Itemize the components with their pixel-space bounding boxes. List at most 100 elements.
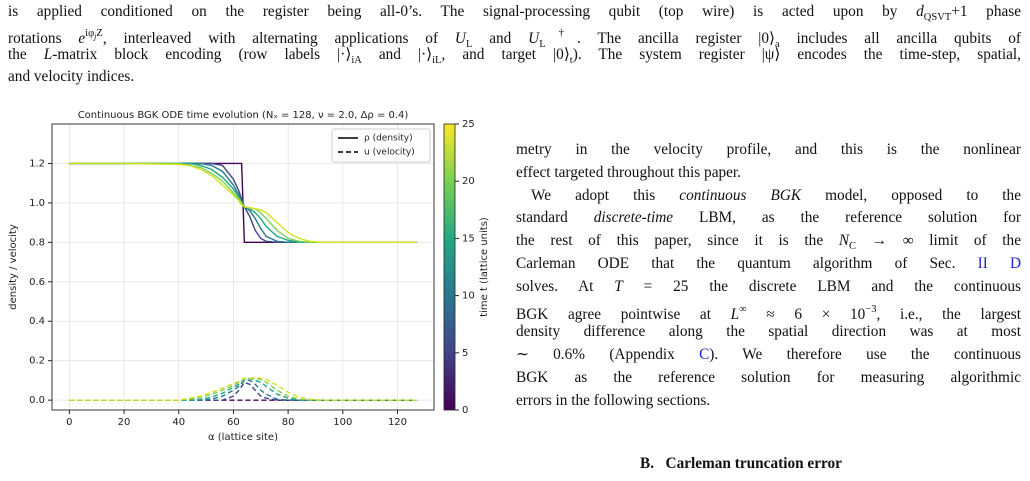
math-text: U	[454, 29, 466, 47]
chart: Continuous BGK ODE time evolution (Nₓ = …	[8, 110, 490, 443]
colorbar-tick-label: 25	[462, 119, 475, 130]
x-tick-label: 120	[388, 417, 407, 428]
math-text: iφ	[85, 27, 95, 39]
colorbar-label: time t (lattice units)	[479, 217, 490, 317]
x-tick-label: 60	[227, 417, 240, 428]
y-tick-label: 0.8	[29, 237, 45, 248]
reference-link[interactable]: II D	[977, 255, 1022, 272]
text: We adopt this	[531, 186, 680, 204]
math-text: iA	[351, 55, 362, 66]
math-text: QSVT	[923, 12, 952, 23]
math-text: Z	[96, 27, 103, 39]
text: → ∞ limit of the	[856, 232, 1021, 250]
y-tick-label: 0.2	[29, 356, 45, 367]
math-text: U	[528, 29, 540, 47]
text: Carleman ODE that the quantum algorithm …	[516, 255, 978, 272]
text: includes all ancilla qubits of	[779, 29, 1022, 47]
x-tick-label: 40	[172, 417, 185, 428]
section-heading: B. Carleman truncation error	[640, 455, 842, 473]
text: the rest of this paper, since it is the	[516, 232, 839, 250]
colorbar	[443, 123, 456, 411]
y-tick-label: 0.0	[29, 395, 45, 406]
math-text: d	[916, 3, 924, 20]
math-text: t	[569, 55, 573, 66]
text: errors in the following sections.	[516, 391, 711, 409]
text: and |·⟩	[361, 46, 433, 63]
y-tick-label: 1.0	[29, 198, 45, 209]
math-text: L	[539, 38, 546, 50]
text: the	[8, 46, 44, 63]
text-line: errors in the following sections.	[516, 391, 710, 411]
colorbar-tick-label: 10	[462, 291, 475, 302]
text-line: density difference along the spatial dir…	[516, 322, 1021, 342]
text: , i.e., the largest	[876, 305, 1022, 323]
x-tick-label: 0	[66, 417, 72, 428]
text: ). We therefore use the continuous	[709, 346, 1021, 364]
text: , interleaved with alternating applicati…	[102, 29, 455, 47]
math-text: e	[78, 29, 86, 47]
text: ≈ 6 × 10	[746, 305, 866, 323]
math-text: discrete-time	[593, 209, 674, 227]
text-line: BGK as the reference solution for measur…	[516, 368, 1021, 388]
text-line: effect targeted throughout this paper.	[516, 163, 741, 183]
text: effect targeted throughout this paper.	[516, 163, 741, 181]
text: -matrix block encoding (row labels |·⟩	[52, 46, 352, 63]
x-axis-label: α (lattice site)	[208, 432, 278, 443]
text-line: and velocity indices.	[8, 67, 134, 87]
text-line: the L-matrix block encoding (row labels …	[8, 45, 1021, 71]
text: solves. At	[516, 277, 615, 295]
x-tick-label: 80	[282, 417, 295, 428]
y-axis-label: density / velocity	[8, 224, 19, 310]
math-text: j	[94, 31, 97, 41]
math-text: L	[730, 305, 740, 323]
text-line: BGK agree pointwise at L∞ ≈ 6 × 10−3, i.…	[516, 300, 1021, 325]
y-tick-label: 0.4	[29, 316, 45, 327]
reference-link[interactable]: C	[699, 346, 710, 364]
x-tick-label: 20	[118, 417, 131, 428]
text-line: metry in the velocity profile, and this …	[516, 140, 1021, 160]
data-line	[69, 162, 417, 244]
text: BGK as the reference solution for measur…	[516, 369, 1021, 386]
section-number: B.	[640, 455, 655, 472]
math-text: N	[838, 232, 850, 250]
text: +1 phase	[951, 3, 1021, 20]
text: ). The system register |ψ⟩ encodes the t…	[572, 46, 1022, 63]
text: model, opposed to the	[801, 186, 1021, 204]
y-tick-label: 1.2	[29, 158, 45, 169]
data-line	[69, 377, 417, 401]
text-line: ∼ 0.6% (Appendix C). We therefore use th…	[516, 345, 1021, 365]
text: metry in the velocity profile, and this …	[516, 141, 1021, 158]
math-text: a	[774, 38, 780, 50]
y-tick-label: 0.6	[29, 277, 45, 288]
text-line: We adopt this continuous BGK model, oppo…	[531, 186, 1021, 206]
text: standard	[516, 209, 594, 227]
text-line: solves. At T = 25 the discrete LBM and t…	[516, 277, 1021, 297]
math-text: iL	[432, 55, 442, 66]
text: and velocity indices.	[8, 67, 135, 85]
text: BGK agree pointwise at	[516, 305, 731, 323]
data-line	[69, 381, 417, 401]
math-text: L	[465, 38, 473, 50]
text: . The ancilla register |0⟩	[576, 29, 775, 47]
math-text: C	[849, 241, 857, 253]
text: is applied conditioned on the register b…	[8, 3, 917, 20]
section-title: Carleman truncation error	[665, 455, 842, 472]
chart-title: Continuous BGK ODE time evolution (Nₓ = …	[78, 110, 409, 121]
math-text: L	[43, 46, 53, 63]
colorbar-tick-label: 15	[462, 233, 475, 244]
math-text: T	[614, 277, 623, 295]
math-text: −3	[865, 303, 877, 315]
colorbar-tick-label: 20	[462, 176, 475, 187]
text-line: Carleman ODE that the quantum algorithm …	[516, 254, 1021, 274]
colorbar-tick-label: 0	[462, 405, 468, 416]
legend-label: u (velocity)	[364, 148, 415, 158]
text: density difference along the spatial dir…	[516, 323, 1021, 341]
text: ∼ 0.6% (Appendix	[516, 346, 700, 364]
text: , and target |0⟩	[441, 46, 570, 63]
text-line: standard discrete-time LBM, as the refer…	[516, 208, 1021, 228]
text: LBM, as the reference solution for	[673, 209, 1021, 227]
math-text: continuous BGK	[679, 186, 802, 204]
text-line: is applied conditioned on the register b…	[8, 2, 1021, 28]
text-line: the rest of this paper, since it is the …	[516, 231, 1021, 257]
